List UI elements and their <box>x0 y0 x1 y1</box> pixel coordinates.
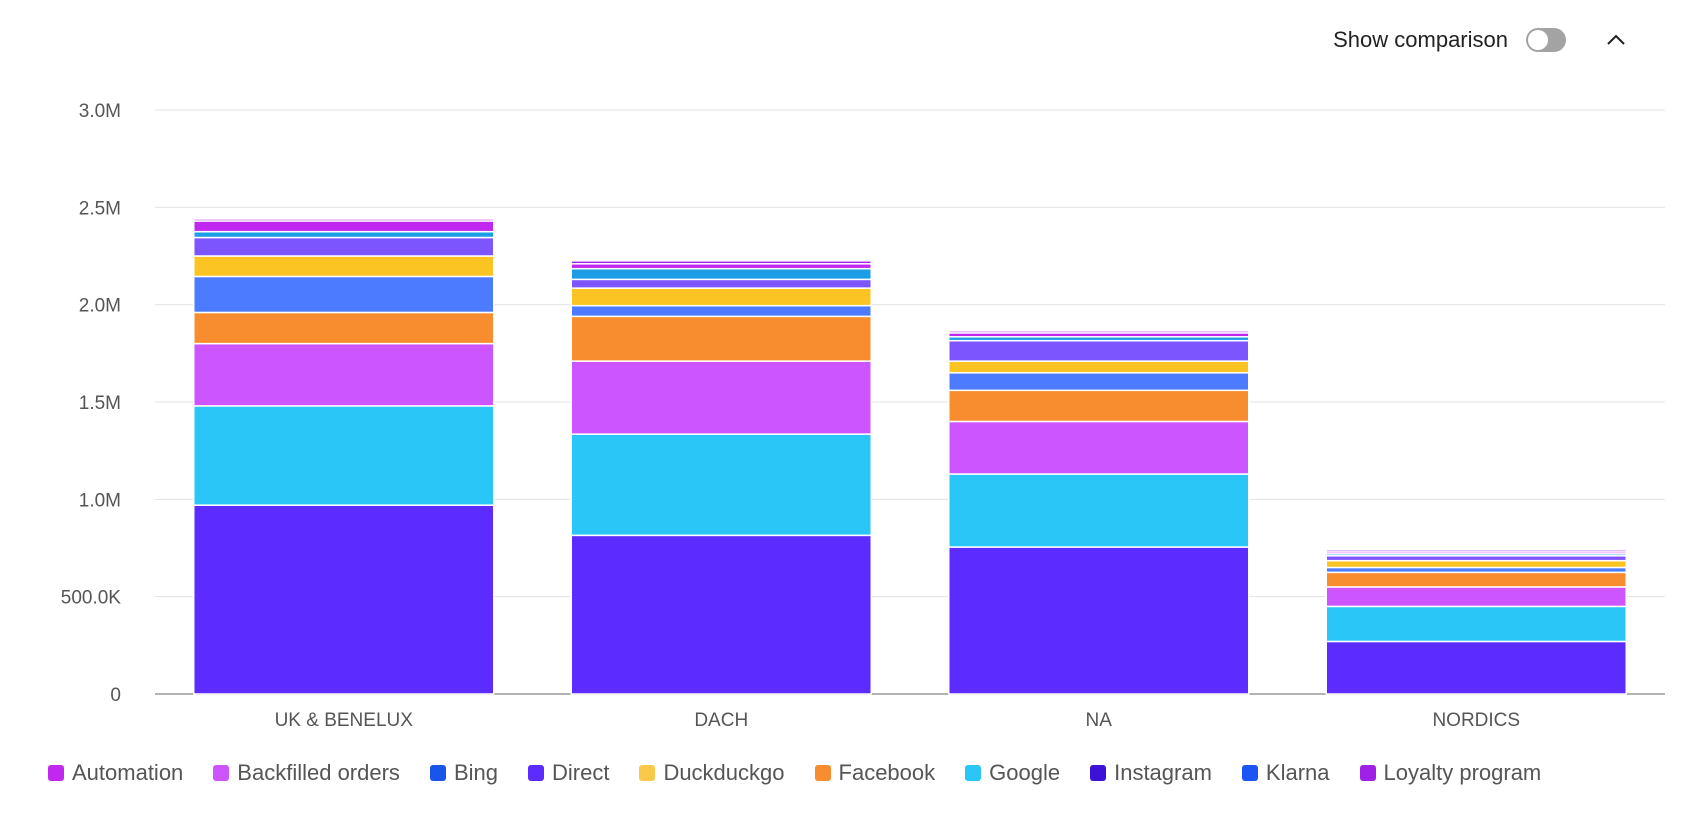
legend-item[interactable]: Bing <box>429 760 498 786</box>
bar-segment[interactable] <box>948 546 1250 695</box>
bar-segment[interactable] <box>1325 571 1627 588</box>
bar-segment[interactable] <box>1325 640 1627 695</box>
legend-label: Direct <box>551 760 610 785</box>
legend-item[interactable]: Facebook <box>814 760 936 786</box>
bar-segment[interactable] <box>1325 605 1627 643</box>
bar-segment[interactable] <box>1325 549 1627 553</box>
collapse-chevron-up-icon[interactable] <box>1602 26 1630 54</box>
bar-segment[interactable] <box>948 360 1250 374</box>
legend-label: Automation <box>72 760 184 785</box>
chart-controls: Show comparison <box>1333 26 1630 54</box>
bar-segment[interactable] <box>193 220 495 233</box>
bar-stack[interactable] <box>570 260 872 695</box>
legend-label: Bing <box>453 760 498 785</box>
bar-segment[interactable] <box>570 304 872 318</box>
x-axis-ticks: UK & BENELUX DACH NA NORDICS <box>275 710 1520 731</box>
bar-segment[interactable] <box>948 389 1250 423</box>
bar-segment[interactable] <box>570 315 872 362</box>
x-tick-label: NA <box>1086 710 1113 731</box>
bar-segment[interactable] <box>570 278 872 289</box>
x-tick-label: NORDICS <box>1432 710 1520 731</box>
legend-item[interactable]: Automation <box>48 760 183 786</box>
legend-swatch <box>1359 765 1376 781</box>
toggle-knob <box>1528 30 1548 50</box>
bar-segment[interactable] <box>193 504 495 695</box>
bar-stacks <box>193 218 1627 695</box>
bar-stack[interactable] <box>948 330 1250 695</box>
bar-segment[interactable] <box>570 267 872 281</box>
legend-swatch <box>213 765 230 781</box>
bar-segment[interactable] <box>570 534 872 695</box>
legend-label: Duckduckgo <box>663 760 785 785</box>
bar-segment[interactable] <box>570 260 872 265</box>
chart-legend: Automation Backfilled orders Bing Direct Duc… <box>48 760 1541 786</box>
stacked-bar-chart: 0 500.0K 1.0M 1.5M 2.0M 2.5M 3.0M UK & BENELUX… <box>61 101 1665 731</box>
bar-segment[interactable] <box>948 339 1250 362</box>
legend-swatch <box>1241 765 1258 781</box>
legend-label: Klarna <box>1265 760 1330 785</box>
legend-item[interactable]: Backfilled orders <box>213 760 400 786</box>
bar-segment[interactable] <box>1325 559 1627 569</box>
x-tick-label: DACH <box>694 710 748 731</box>
bar-segment[interactable] <box>948 473 1250 548</box>
legend-item[interactable]: Google <box>965 760 1060 786</box>
legend-item[interactable]: Instagram <box>1090 760 1212 786</box>
legend-label: Facebook <box>838 760 936 785</box>
legend-label: Instagram <box>1114 760 1212 785</box>
bar-segment[interactable] <box>948 330 1250 334</box>
bar-stack[interactable] <box>1325 549 1627 695</box>
y-tick-label: 1.0M <box>79 490 121 511</box>
legend-item[interactable]: Duckduckgo <box>639 760 785 786</box>
bar-segment[interactable] <box>570 287 872 307</box>
legend-label: Google <box>989 760 1061 785</box>
bar-segment[interactable] <box>193 405 495 506</box>
bar-segment[interactable] <box>193 342 495 407</box>
bar-segment[interactable] <box>570 360 872 435</box>
show-comparison-label: Show comparison <box>1333 27 1508 52</box>
legend-item[interactable]: Loyalty program <box>1359 760 1542 786</box>
y-tick-label: 1.5M <box>79 393 121 414</box>
y-axis-ticks: 0 500.0K 1.0M 1.5M 2.0M 2.5M 3.0M <box>61 101 122 706</box>
legend-swatch <box>527 765 544 781</box>
y-tick-label: 0 <box>110 685 121 706</box>
bar-segment[interactable] <box>193 311 495 345</box>
legend-item[interactable]: Klarna <box>1241 760 1330 786</box>
bar-segment[interactable] <box>948 372 1250 392</box>
y-tick-label: 2.0M <box>79 296 121 317</box>
y-tick-label: 3.0M <box>79 101 121 122</box>
legend-label: Backfilled orders <box>237 760 400 785</box>
legend-item[interactable]: Direct <box>527 760 610 786</box>
bar-segment[interactable] <box>570 433 872 537</box>
bar-segment[interactable] <box>193 218 495 222</box>
bar-segment[interactable] <box>1325 586 1627 608</box>
bar-segment[interactable] <box>193 230 495 239</box>
legend-swatch <box>814 765 831 781</box>
y-tick-label: 2.5M <box>79 198 121 219</box>
bar-segment[interactable] <box>948 420 1250 475</box>
bar-segment[interactable] <box>193 255 495 278</box>
legend-swatch <box>1090 765 1107 781</box>
legend-label: Loyalty program <box>1383 760 1542 785</box>
show-comparison-toggle[interactable] <box>1526 28 1566 52</box>
x-tick-label: UK & BENELUX <box>275 710 414 731</box>
legend-swatch <box>48 765 64 781</box>
bar-segment[interactable] <box>193 275 495 314</box>
legend-swatch <box>965 765 982 781</box>
bar-segment[interactable] <box>193 236 495 257</box>
legend-swatch <box>639 765 656 781</box>
y-tick-label: 500.0K <box>61 588 122 609</box>
legend-swatch <box>429 765 446 781</box>
bar-stack[interactable] <box>193 218 495 695</box>
